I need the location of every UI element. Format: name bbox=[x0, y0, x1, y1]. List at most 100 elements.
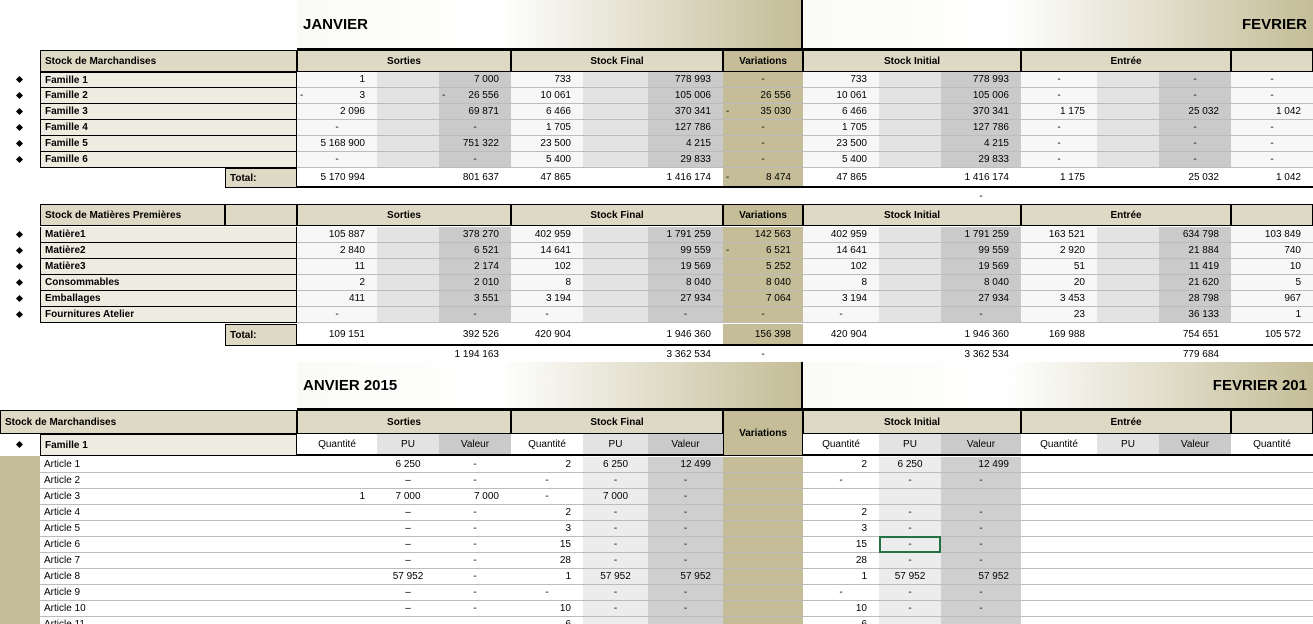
cell bbox=[1159, 585, 1231, 601]
month-header: FEVRIER 201 bbox=[803, 362, 1313, 410]
cell: 2 bbox=[511, 457, 583, 473]
cell: 778 993 bbox=[941, 72, 1021, 88]
row-label: Article 11 bbox=[40, 617, 297, 624]
cell bbox=[297, 585, 377, 601]
cell: 2 bbox=[511, 505, 583, 521]
cell: - bbox=[879, 585, 941, 601]
row-label: Famille 1 bbox=[40, 72, 297, 88]
group-header: Sorties bbox=[297, 50, 511, 72]
cell: 12 499 bbox=[941, 457, 1021, 473]
cell: - bbox=[439, 120, 511, 136]
cell bbox=[879, 227, 941, 243]
cell bbox=[439, 188, 511, 204]
month-header: JANVIER bbox=[297, 0, 803, 50]
cell bbox=[1097, 104, 1159, 120]
cell bbox=[583, 346, 648, 362]
cell: - bbox=[803, 307, 879, 323]
sign: - bbox=[726, 171, 730, 183]
cell: - 35 030 bbox=[723, 104, 803, 120]
group-header: Stock Initial bbox=[803, 204, 1021, 226]
cell: 1 175 bbox=[1021, 104, 1097, 120]
bullet bbox=[15, 75, 24, 84]
cell bbox=[377, 324, 439, 346]
cell: 2 010 bbox=[439, 275, 511, 291]
row-label: Famille 6 bbox=[40, 152, 297, 168]
cell: 27 934 bbox=[648, 291, 723, 307]
cell-value: 26 556 bbox=[468, 90, 499, 101]
total-label: Total: bbox=[225, 324, 297, 346]
cell: 8 040 bbox=[648, 275, 723, 291]
cell: 1 946 360 bbox=[648, 324, 723, 346]
cell: - bbox=[1021, 152, 1097, 168]
cell: 2 bbox=[803, 457, 879, 473]
cell: - bbox=[1159, 88, 1231, 104]
cell: - bbox=[1231, 136, 1313, 152]
cell: 3 362 534 bbox=[941, 346, 1021, 362]
cell: - bbox=[648, 307, 723, 323]
cell bbox=[879, 243, 941, 259]
cell bbox=[1231, 346, 1313, 362]
cell: 392 526 bbox=[439, 324, 511, 346]
cell bbox=[583, 188, 648, 204]
cell bbox=[1097, 569, 1159, 585]
cell: 3 bbox=[803, 521, 879, 537]
group-header: Entrée bbox=[1021, 50, 1231, 72]
cell: - bbox=[941, 188, 1021, 204]
cell: - bbox=[803, 585, 879, 601]
cell: 10 061 bbox=[803, 88, 879, 104]
cell: 20 bbox=[1021, 275, 1097, 291]
cell bbox=[297, 505, 377, 521]
cell bbox=[1097, 136, 1159, 152]
cell bbox=[1097, 489, 1159, 505]
cell: 5 252 bbox=[723, 259, 803, 275]
cell: 778 993 bbox=[648, 72, 723, 88]
cell bbox=[1021, 617, 1097, 624]
cell: 733 bbox=[803, 72, 879, 88]
cell: - bbox=[297, 152, 377, 168]
cell bbox=[583, 243, 648, 259]
cell: 7 000 bbox=[377, 489, 439, 505]
row-label: Emballages bbox=[40, 291, 297, 307]
cell bbox=[723, 505, 803, 521]
cell: - bbox=[439, 537, 511, 553]
cell: 5 bbox=[1231, 275, 1313, 291]
bullet bbox=[15, 262, 24, 271]
cell bbox=[297, 188, 377, 204]
cell bbox=[583, 168, 648, 188]
cell: - bbox=[723, 72, 803, 88]
cell: 7 000 bbox=[439, 72, 511, 88]
cell: - bbox=[439, 601, 511, 617]
cell: 25 032 bbox=[1159, 168, 1231, 188]
cell bbox=[803, 346, 879, 362]
group-header: Entrée bbox=[1021, 410, 1231, 434]
bullet bbox=[15, 107, 24, 116]
cell: 105 887 bbox=[297, 227, 377, 243]
cell: 8 bbox=[803, 275, 879, 291]
sign: - bbox=[300, 90, 304, 101]
cell bbox=[1159, 489, 1231, 505]
cell: 11 bbox=[297, 259, 377, 275]
cell bbox=[1231, 521, 1313, 537]
cell: 402 959 bbox=[511, 227, 583, 243]
cell bbox=[879, 168, 941, 188]
cell: 14 641 bbox=[803, 243, 879, 259]
cell: 3 bbox=[511, 521, 583, 537]
bullet bbox=[15, 310, 24, 319]
cell: – bbox=[377, 601, 439, 617]
cell bbox=[879, 188, 941, 204]
cell: 967 bbox=[1231, 291, 1313, 307]
cell bbox=[1231, 553, 1313, 569]
cell bbox=[511, 346, 583, 362]
cell bbox=[648, 188, 723, 204]
cell bbox=[1021, 346, 1097, 362]
cell bbox=[1021, 188, 1097, 204]
cell: 779 684 bbox=[1159, 346, 1231, 362]
section-title: Stock de Marchandises bbox=[40, 50, 297, 72]
cell bbox=[1097, 291, 1159, 307]
cell bbox=[723, 537, 803, 553]
section-title: Stock de Matières Premières bbox=[40, 204, 225, 226]
cell: - bbox=[439, 569, 511, 585]
column-header: PU bbox=[879, 434, 941, 456]
cell: – bbox=[377, 553, 439, 569]
cell bbox=[879, 291, 941, 307]
